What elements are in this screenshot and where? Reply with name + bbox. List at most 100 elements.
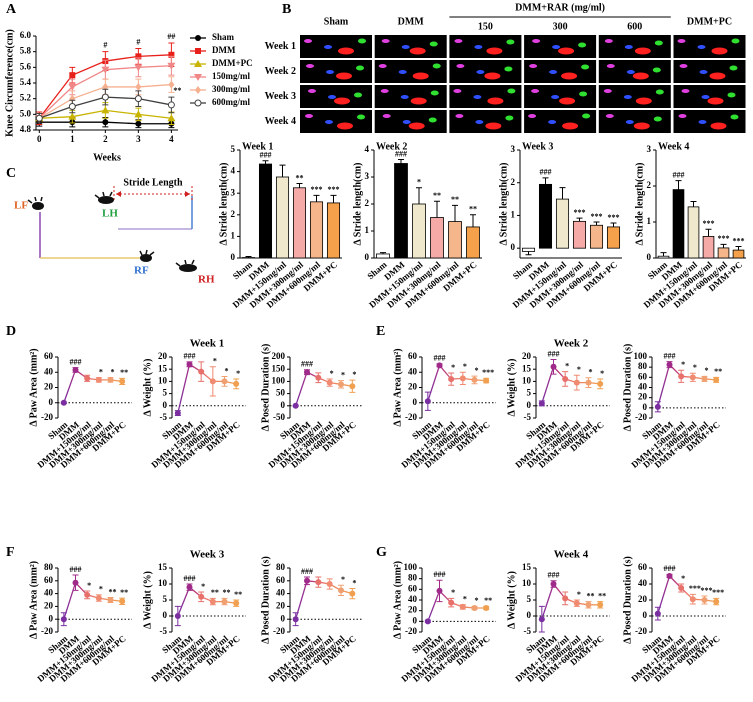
footprint <box>605 114 614 118</box>
y-tick-label: 4.8 <box>20 124 32 134</box>
gait-image <box>449 110 522 133</box>
significance: * <box>99 367 103 376</box>
point <box>60 616 67 623</box>
point <box>68 103 76 110</box>
significance: ** <box>120 588 128 597</box>
y-tick-label: 6.0 <box>20 30 32 40</box>
bar <box>394 163 408 259</box>
column-header: DMM <box>398 16 425 27</box>
point <box>69 72 76 79</box>
footprint <box>633 122 650 130</box>
y-tick-label: 20 <box>408 382 418 392</box>
significance: ### <box>540 168 552 177</box>
y-tick-label: 20 <box>158 351 168 361</box>
point <box>233 600 240 607</box>
y-tick-label: 20 <box>44 600 54 610</box>
y-tick-label: 5 <box>163 388 168 398</box>
error-bar <box>576 217 583 222</box>
y-tick-label: 1 <box>231 230 236 240</box>
footprint <box>681 89 690 93</box>
y-tick-label: 40 <box>44 366 54 376</box>
footprint <box>487 97 504 105</box>
point <box>134 64 143 72</box>
error-bar <box>262 160 269 165</box>
point <box>701 597 708 603</box>
x-tick-label: 3 <box>136 134 141 144</box>
legend-marker <box>195 86 201 94</box>
y-tick-label: 0 <box>413 397 418 407</box>
y-tick-label: 40 <box>638 578 648 588</box>
footprint <box>604 39 613 43</box>
point <box>134 110 143 118</box>
point <box>689 374 696 381</box>
error-bar <box>452 204 458 222</box>
footprint <box>432 63 441 69</box>
y-axis-label: Δ Stride length(cm) <box>498 163 509 246</box>
y-axis-label: Δ Paw Area (mm²) <box>392 561 403 639</box>
footprint <box>356 65 364 71</box>
panel-label: C <box>6 166 16 181</box>
footprint <box>507 88 516 94</box>
footprint <box>334 97 350 105</box>
point <box>186 584 193 591</box>
footprint <box>456 64 465 68</box>
panel-label: A <box>6 2 17 17</box>
significance: * <box>463 595 467 604</box>
y-tick-label: 20 <box>638 594 648 604</box>
footprint <box>697 45 706 49</box>
footprint <box>382 114 391 118</box>
column-header: 600 <box>627 21 642 32</box>
footprint <box>354 92 362 98</box>
point <box>562 375 569 382</box>
bar <box>572 220 587 249</box>
footprint <box>454 39 463 43</box>
significance: ### <box>184 574 196 583</box>
bar <box>589 224 604 249</box>
point <box>95 595 102 602</box>
significance: * <box>451 363 455 372</box>
footprint <box>634 47 651 55</box>
point <box>338 381 344 388</box>
gait-image <box>673 85 746 108</box>
y-tick-label: 5.6 <box>20 61 32 71</box>
bar <box>657 255 670 259</box>
footprint <box>698 120 707 124</box>
y-tick-label: 1 <box>365 225 370 235</box>
footprint <box>551 95 560 99</box>
paw-icons <box>27 191 197 272</box>
y-tick-label: -20 <box>635 412 647 422</box>
y-tick-label: 5.2 <box>20 93 32 103</box>
footprint <box>398 70 407 74</box>
point <box>304 369 310 376</box>
y-tick-label: 3 <box>511 144 516 154</box>
footprint <box>402 120 411 124</box>
y-tick-label: -20 <box>273 626 285 636</box>
error-bar <box>313 194 320 202</box>
footprint <box>400 95 409 99</box>
panel-label: E <box>376 324 385 339</box>
point <box>538 616 545 623</box>
point <box>573 600 580 607</box>
footprint <box>476 70 485 74</box>
point <box>550 363 557 370</box>
significance: * <box>201 582 205 591</box>
y-tick-label: 1 <box>511 210 516 220</box>
footprint <box>579 91 588 97</box>
point <box>424 398 431 405</box>
point <box>459 603 466 610</box>
footprint <box>549 70 558 74</box>
y-tick-label: 40 <box>408 366 418 376</box>
footprint <box>430 90 439 96</box>
point <box>72 579 79 586</box>
gait-image <box>300 60 372 83</box>
footprint <box>412 72 429 80</box>
footprint <box>357 114 365 120</box>
y-axis-label: Δ Weight (%) <box>506 359 517 417</box>
point <box>221 378 228 385</box>
footprint <box>679 64 688 68</box>
y-axis-label: Knee Circumference(cm) <box>4 29 15 137</box>
point <box>60 399 67 406</box>
bar <box>376 253 390 259</box>
footprint <box>729 65 738 71</box>
